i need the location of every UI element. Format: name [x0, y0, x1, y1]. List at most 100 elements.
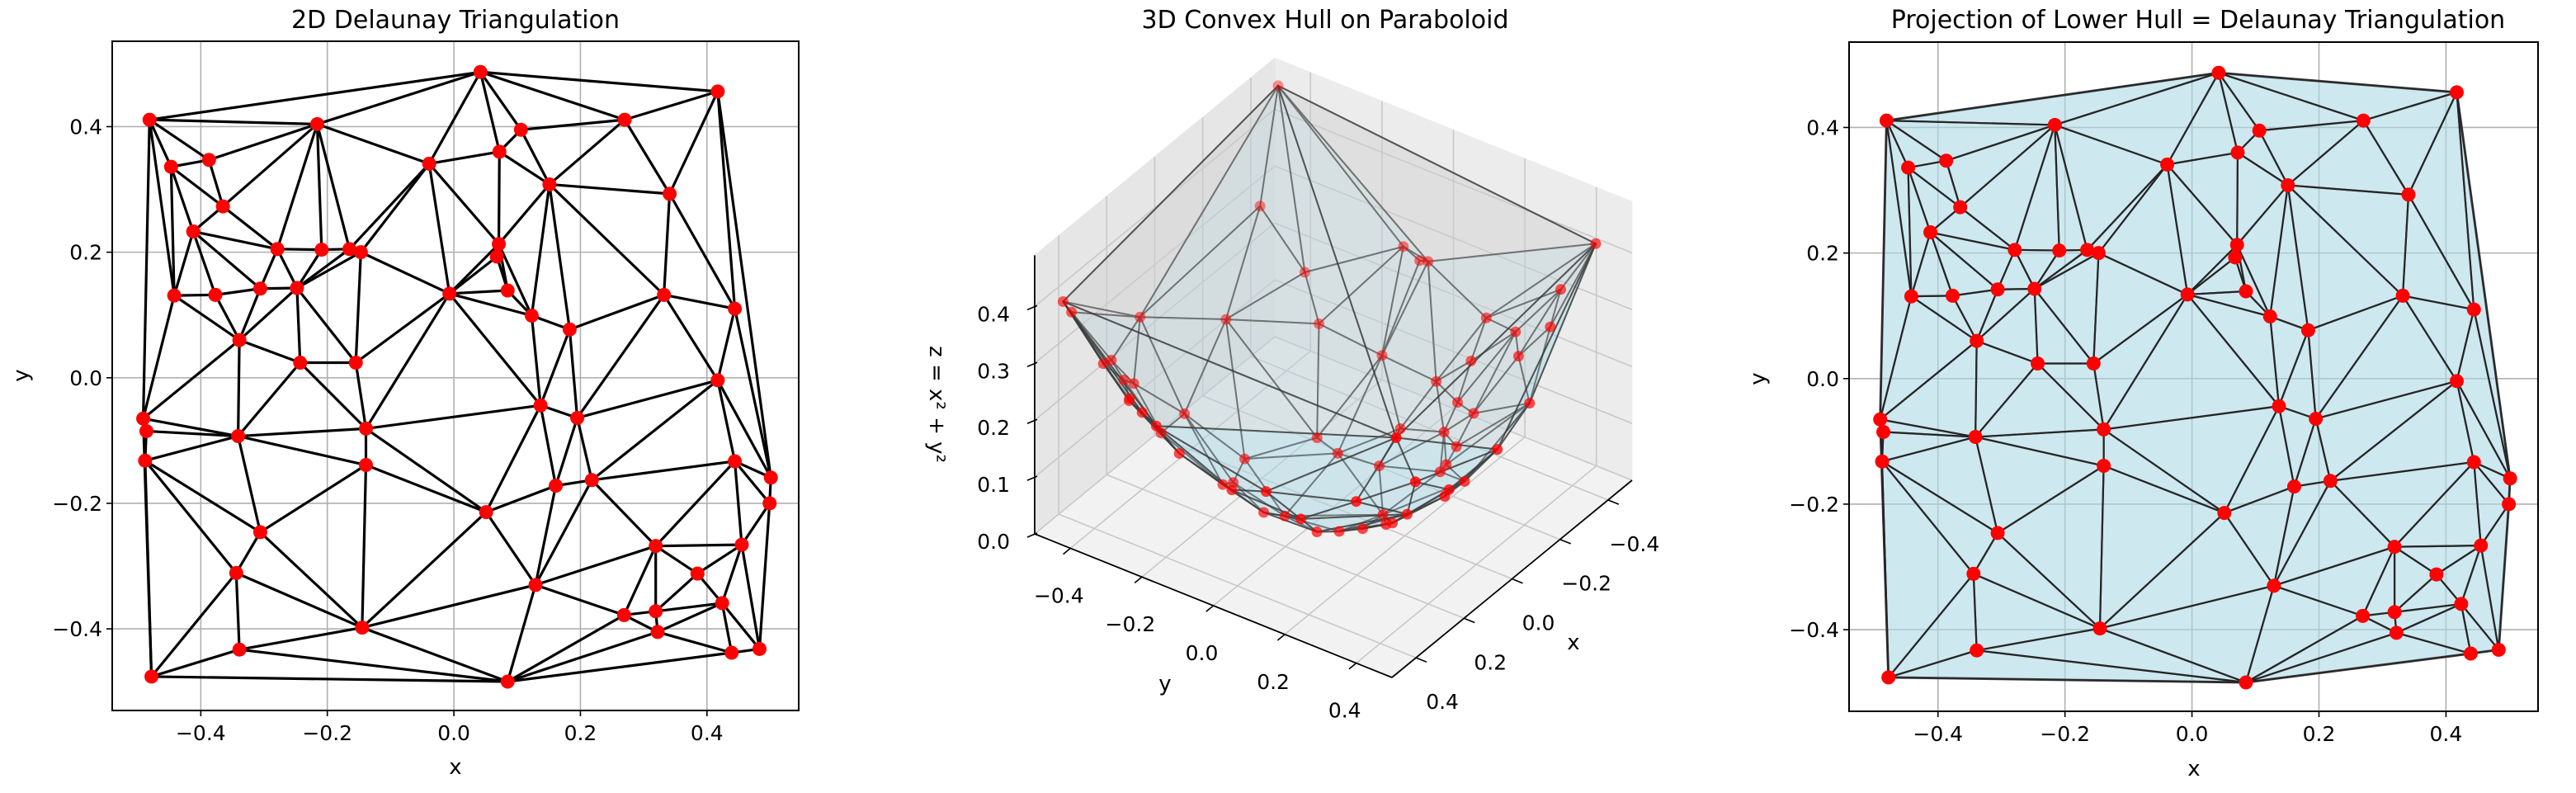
delaunay-edge [148, 119, 172, 168]
delaunay-edge [142, 338, 241, 420]
z-tick [1026, 532, 1038, 538]
data-point [1414, 255, 1426, 267]
data-point [2449, 85, 2464, 100]
data-point [728, 454, 743, 469]
data-point [1295, 513, 1307, 525]
z-gridline [1034, 165, 1276, 364]
y-gridline [1356, 465, 1597, 664]
x-tick-label: 0.2 [1474, 650, 1507, 674]
data-point [2211, 65, 2226, 80]
grid [112, 41, 799, 710]
data-point [232, 642, 247, 657]
delaunay-edge [259, 531, 363, 629]
x-tick-label: 0.4 [2430, 722, 2463, 746]
delaunay-edge [548, 184, 571, 330]
data-point [186, 224, 201, 239]
delaunay-edge [169, 166, 195, 233]
delaunay-edge [716, 308, 737, 381]
panes [1034, 57, 1633, 678]
data-point [2429, 567, 2444, 582]
delaunay-edge [663, 293, 735, 310]
data-point [2217, 506, 2232, 521]
delaunay-edge [234, 573, 241, 650]
panel-2d-delaunay: 2D Delaunay Triangulation x y −0.4 −0.2 0.… [9, 6, 800, 780]
data-point [1150, 420, 1162, 432]
data-point [2466, 455, 2481, 470]
delaunay-edge [361, 465, 368, 628]
x-tick-label: 0.0 [2176, 722, 2209, 746]
y-tick [1063, 547, 1071, 555]
delaunay-edge [208, 122, 318, 162]
x-tick-label: 0.2 [564, 721, 597, 745]
delaunay-edge [507, 613, 625, 683]
data-point [342, 242, 357, 257]
delaunay-edge [655, 602, 723, 613]
data-point [616, 607, 631, 622]
data-point [1939, 153, 1954, 168]
delaunay-edge [657, 602, 723, 634]
data-point [138, 453, 153, 468]
data-point [1990, 282, 2005, 297]
data-point [353, 245, 368, 260]
delaunay-edge [716, 91, 772, 478]
delaunay-edge [238, 427, 366, 438]
data-point [1966, 566, 1981, 581]
x-tick-label: 0.0 [1522, 611, 1555, 635]
delaunay-edge [720, 544, 743, 604]
data-point [1555, 284, 1567, 295]
plot-frame [111, 40, 800, 711]
data-point [1311, 526, 1323, 537]
data-point [231, 429, 246, 444]
data-point [1226, 484, 1238, 496]
delaunay-edge [141, 120, 151, 419]
z-gridline [1274, 108, 1633, 254]
delaunay-edge [238, 288, 262, 341]
delaunay-edge [296, 251, 362, 290]
chart-title: Projection of Lower Hull = Delaunay Tria… [1891, 6, 2505, 35]
data-point [215, 199, 230, 214]
x-tick [1415, 657, 1427, 663]
data-point [524, 308, 539, 323]
data-point [1217, 479, 1229, 490]
delaunay-edge [497, 151, 501, 244]
data-point [1401, 508, 1413, 520]
panel-3d-hull: 3D Convex Hull on Paraboloid x y z = x² … [924, 6, 1659, 723]
y-tick [1348, 662, 1357, 670]
delaunay-edge [315, 124, 323, 250]
x-axis-label: x [1567, 630, 1579, 655]
delaunay-edge [498, 243, 533, 317]
data-point [1057, 295, 1069, 307]
delaunay-edge [214, 294, 241, 341]
z-gridline [1034, 336, 1276, 535]
delaunay-edge [534, 479, 593, 586]
data-point [1953, 200, 1968, 215]
delaunay-edge [348, 163, 431, 250]
data-point [2239, 284, 2253, 299]
delaunay-edge [554, 417, 579, 487]
delaunay-edge [479, 71, 522, 131]
delaunay-edge [757, 503, 771, 649]
delaunay-edge [733, 308, 772, 479]
data-point [1179, 408, 1191, 419]
delaunay-edge [365, 292, 451, 430]
z-gridline [1274, 279, 1633, 424]
delaunay-edge [222, 205, 279, 251]
data-point [1545, 321, 1556, 333]
delaunay-edge [149, 118, 210, 162]
data-point [513, 122, 528, 137]
delaunay-edge [506, 584, 537, 682]
data-point [2080, 243, 2095, 257]
data-point [270, 242, 285, 257]
y-tick-label: 0.4 [1806, 116, 1839, 139]
delaunay-edge [484, 511, 537, 586]
data-point [690, 566, 705, 581]
data-point [1387, 517, 1399, 529]
data-point [1524, 398, 1536, 409]
data-point [2160, 157, 2175, 172]
data-point [1990, 526, 2005, 540]
data-point [1970, 643, 1984, 658]
delaunay-edge [498, 183, 551, 245]
points [136, 64, 778, 689]
data-point [657, 287, 672, 302]
z-gridline [1274, 336, 1633, 481]
